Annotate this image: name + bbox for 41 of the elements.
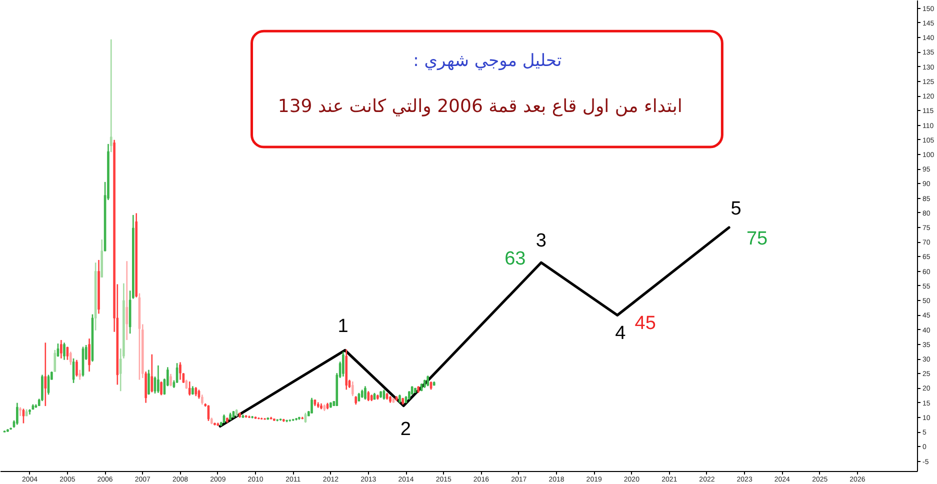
text: تحليل موجي شهري : <box>413 50 562 71</box>
candlestick <box>110 38 112 153</box>
candlestick <box>188 380 191 396</box>
candlestick <box>160 380 162 396</box>
candlestick <box>364 386 366 400</box>
candlestick <box>310 397 313 414</box>
candlestick <box>126 260 128 341</box>
candlestick <box>76 359 78 378</box>
annotation: 63 <box>504 248 526 270</box>
annotation: 1 <box>338 316 348 338</box>
candlestick <box>16 402 18 426</box>
candlestick <box>194 386 198 397</box>
annotation: 5 <box>730 198 742 220</box>
candlestick <box>201 394 204 406</box>
candlestick <box>342 351 344 378</box>
candlestick <box>69 351 72 366</box>
candlestick <box>367 390 370 402</box>
candlestick <box>157 364 160 394</box>
candlestick <box>148 369 150 396</box>
annotation: 2 <box>400 418 411 440</box>
candlestick <box>351 380 354 397</box>
annotation: 3 <box>536 230 546 252</box>
annotation: 75 <box>746 228 768 250</box>
annotation: 4 <box>615 323 626 344</box>
candlestick <box>63 342 66 361</box>
annotation: 45 <box>634 313 656 334</box>
candlestick <box>185 379 188 390</box>
candlestick <box>44 342 47 407</box>
candlestick <box>198 389 200 400</box>
candlestick <box>22 408 25 424</box>
candlestick <box>19 406 22 417</box>
candlestick <box>41 374 44 402</box>
candlestick <box>170 373 172 387</box>
candlestick <box>78 369 81 380</box>
candlestick <box>54 349 56 372</box>
candlestick <box>60 339 62 360</box>
candlestick <box>179 362 182 380</box>
text: ابتداء من اول قاع بعد قمة 2006 والتي كانت عند 139 <box>278 96 682 117</box>
candlestick <box>150 354 154 393</box>
candlestick <box>88 338 90 372</box>
candlestick <box>426 375 430 387</box>
